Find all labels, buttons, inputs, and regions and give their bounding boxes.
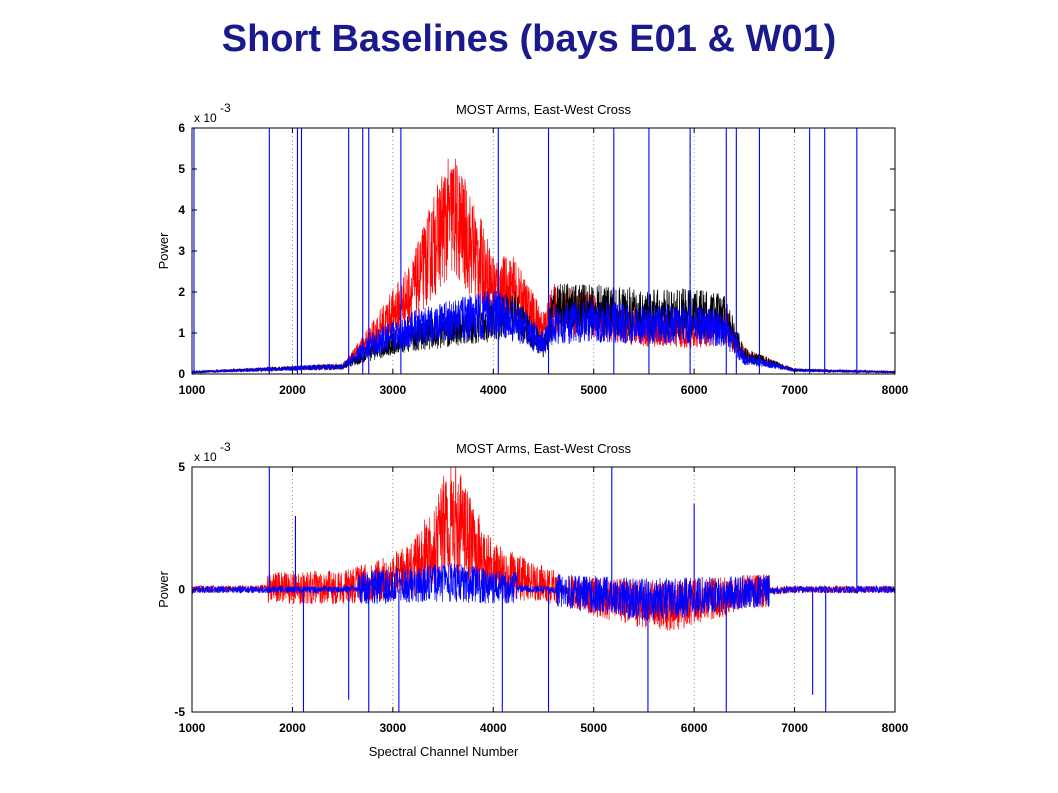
y-tick-label: -5 xyxy=(174,705,185,719)
chart-title: MOST Arms, East-West Cross xyxy=(456,102,632,117)
y-tick-label: 1 xyxy=(178,326,185,340)
y-exponent: -3 xyxy=(220,440,231,454)
y-tick-label: 5 xyxy=(178,162,185,176)
series-line-3 xyxy=(191,290,896,374)
y-tick-label: 4 xyxy=(178,203,185,217)
y-axis-label: Power xyxy=(156,232,171,270)
x-tick-label: 2000 xyxy=(279,383,306,397)
x-tick-label: 4000 xyxy=(480,721,507,735)
y-tick-label: 5 xyxy=(178,460,185,474)
x-tick-label: 4000 xyxy=(480,383,507,397)
series-line-1 xyxy=(191,466,895,631)
series-line-2 xyxy=(191,283,895,374)
x-tick-label: 7000 xyxy=(781,721,808,735)
x-tick-label: 5000 xyxy=(580,721,607,735)
y-tick-label: 2 xyxy=(178,285,185,299)
x-tick-label: 5000 xyxy=(580,383,607,397)
y-exponent: -3 xyxy=(220,101,231,115)
x-tick-label: 1000 xyxy=(179,383,206,397)
x-tick-label: 6000 xyxy=(681,721,708,735)
slide-title: Short Baselines (bays E01 & W01) xyxy=(221,18,837,60)
x-tick-label: 2000 xyxy=(279,721,306,735)
x-tick-label: 8000 xyxy=(882,721,909,735)
x-tick-label: 3000 xyxy=(380,721,407,735)
x-tick-label: 1000 xyxy=(179,721,206,735)
series-line-2 xyxy=(191,563,896,621)
x-tick-label: 8000 xyxy=(882,383,909,397)
x-tick-label: 3000 xyxy=(380,383,407,397)
y-tick-label: 3 xyxy=(178,244,185,258)
y-axis-label: Power xyxy=(156,570,171,608)
x-tick-label: 7000 xyxy=(781,383,808,397)
y-tick-label: 0 xyxy=(178,367,185,381)
y-multiplier: x 10 xyxy=(194,450,217,464)
chart-2: MOST Arms, East-West Cross x 10-3 1000 2000… xyxy=(156,440,909,759)
chart-title: MOST Arms, East-West Cross xyxy=(456,441,632,456)
y-multiplier: x 10 xyxy=(194,111,217,125)
y-tick-label: 6 xyxy=(178,121,185,135)
x-tick-label: 6000 xyxy=(681,383,708,397)
x-axis-label: Spectral Channel Number xyxy=(369,744,519,759)
y-tick-label: 0 xyxy=(178,583,185,597)
chart-1: MOST Arms, East-West Cross x 10-3 1000 2000… xyxy=(156,101,909,397)
